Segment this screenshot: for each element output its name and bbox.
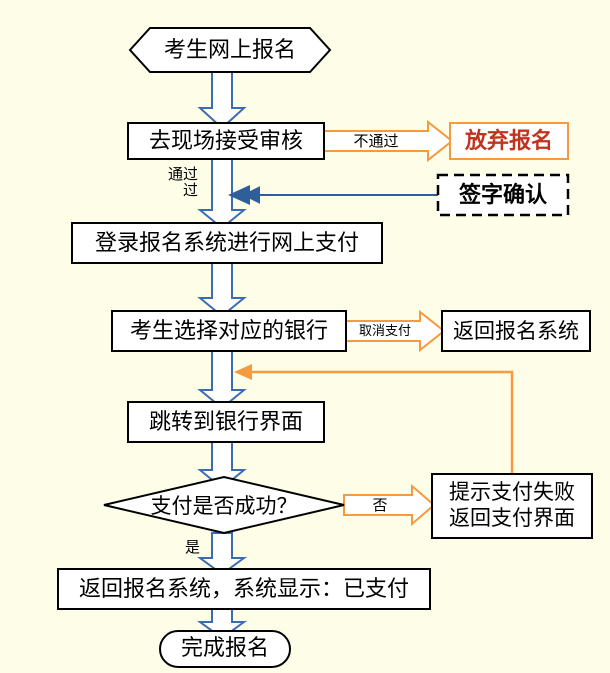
node-start-label: 考生网上报名 [164, 37, 296, 62]
node-fail-hint: 提示支付失败 返回支付界面 [432, 474, 592, 538]
flowchart-canvas: 通过 过 不通过 取消支付 否 是 [0, 0, 610, 673]
node-login-pay: 登录报名系统进行网上支付 [72, 223, 382, 263]
edge-start-to-review [200, 72, 244, 128]
node-sign: 签字确认 [438, 175, 568, 215]
node-fail-hint-label2: 返回支付界面 [449, 506, 575, 530]
node-decide: 支付是否成功？ [104, 477, 344, 533]
node-abandon: 放弃报名 [450, 123, 568, 159]
node-review-label: 去现场接受审核 [149, 128, 303, 153]
edge-yes-label: 是 [185, 540, 200, 556]
node-sign-label: 签字确认 [458, 182, 547, 207]
edge-review-to-abandon: 不通过 [324, 122, 452, 160]
node-login-pay-label: 登录报名系统进行网上支付 [95, 230, 359, 255]
svg-text:过: 过 [183, 182, 198, 199]
node-bank-page-label: 跳转到银行界面 [149, 409, 303, 434]
edge-pass-label: 通过 [168, 166, 198, 183]
edge-selectbank-to-return: 取消支付 [346, 312, 444, 350]
node-bank-page: 跳转到银行界面 [128, 402, 324, 442]
node-start: 考生网上报名 [130, 28, 330, 72]
edge-no-label: 否 [372, 498, 387, 514]
edge-loginpay-to-selectbank [200, 263, 244, 316]
node-select-bank: 考生选择对应的银行 [112, 311, 346, 351]
node-paid-label: 返回报名系统，系统显示：已支付 [79, 576, 409, 601]
node-paid: 返回报名系统，系统显示：已支付 [58, 569, 430, 609]
edge-sign-to-flow [228, 185, 438, 205]
edge-fail-label: 不通过 [353, 133, 398, 150]
edge-decide-yes: 是 [185, 533, 244, 574]
node-return-sys-label: 返回报名系统 [453, 319, 579, 343]
edge-cancel-label: 取消支付 [359, 323, 411, 338]
node-select-bank-label: 考生选择对应的银行 [130, 318, 328, 343]
edge-selectbank-to-bankpage [200, 351, 244, 408]
node-review: 去现场接受审核 [128, 123, 324, 159]
node-done-label: 完成报名 [181, 635, 269, 660]
node-done: 完成报名 [160, 631, 290, 667]
node-abandon-label: 放弃报名 [464, 128, 553, 153]
node-return-sys: 返回报名系统 [442, 311, 590, 351]
edge-decide-no: 否 [344, 486, 434, 524]
node-fail-hint-label1: 提示支付失败 [449, 480, 575, 504]
node-decide-label: 支付是否成功？ [151, 494, 298, 518]
